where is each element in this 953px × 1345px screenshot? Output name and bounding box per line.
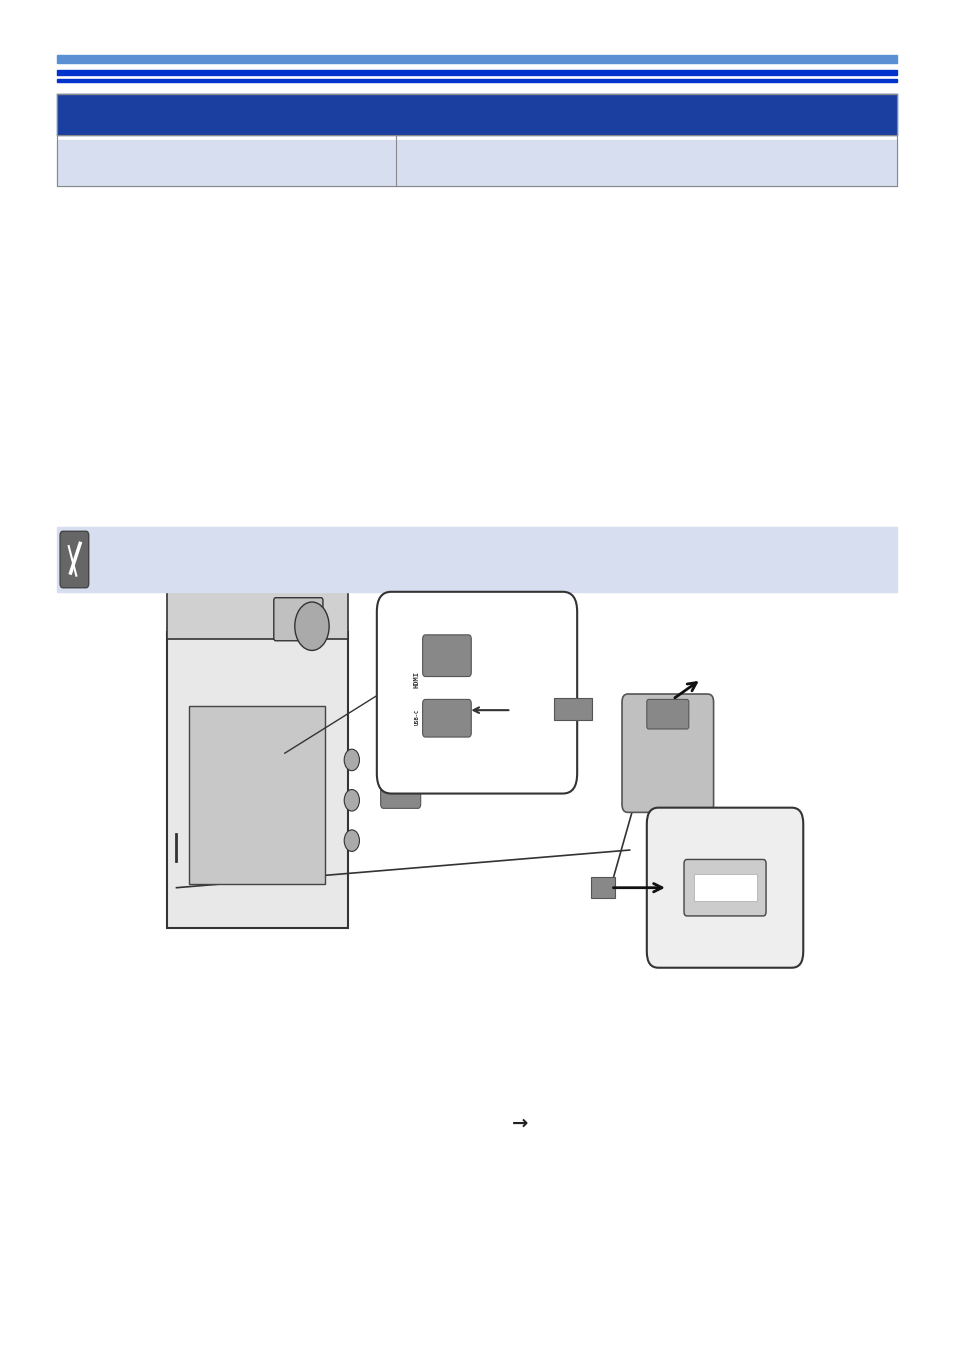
Bar [189, 706, 324, 884]
FancyBboxPatch shape [621, 694, 713, 812]
FancyBboxPatch shape [683, 859, 765, 916]
FancyBboxPatch shape [60, 531, 89, 588]
FancyBboxPatch shape [422, 699, 471, 737]
FancyBboxPatch shape [376, 592, 577, 794]
Bar [57, 55, 896, 63]
Bar [167, 592, 348, 639]
Bar [591, 877, 615, 898]
FancyBboxPatch shape [274, 597, 322, 640]
Text: USB-C: USB-C [414, 709, 419, 725]
Bar [57, 527, 896, 592]
Circle shape [344, 830, 359, 851]
Polygon shape [167, 632, 348, 928]
Circle shape [344, 790, 359, 811]
FancyBboxPatch shape [380, 779, 420, 808]
Circle shape [344, 749, 359, 771]
Text: HDMI: HDMI [414, 671, 419, 687]
Bar [57, 79, 896, 82]
FancyBboxPatch shape [646, 699, 688, 729]
Text: →: → [511, 1114, 528, 1132]
FancyBboxPatch shape [422, 635, 471, 677]
Bar [57, 70, 896, 75]
Bar [57, 94, 896, 134]
Bar [554, 698, 592, 720]
FancyBboxPatch shape [646, 807, 802, 968]
Circle shape [294, 603, 329, 651]
Bar [57, 140, 896, 186]
Bar [693, 874, 756, 901]
